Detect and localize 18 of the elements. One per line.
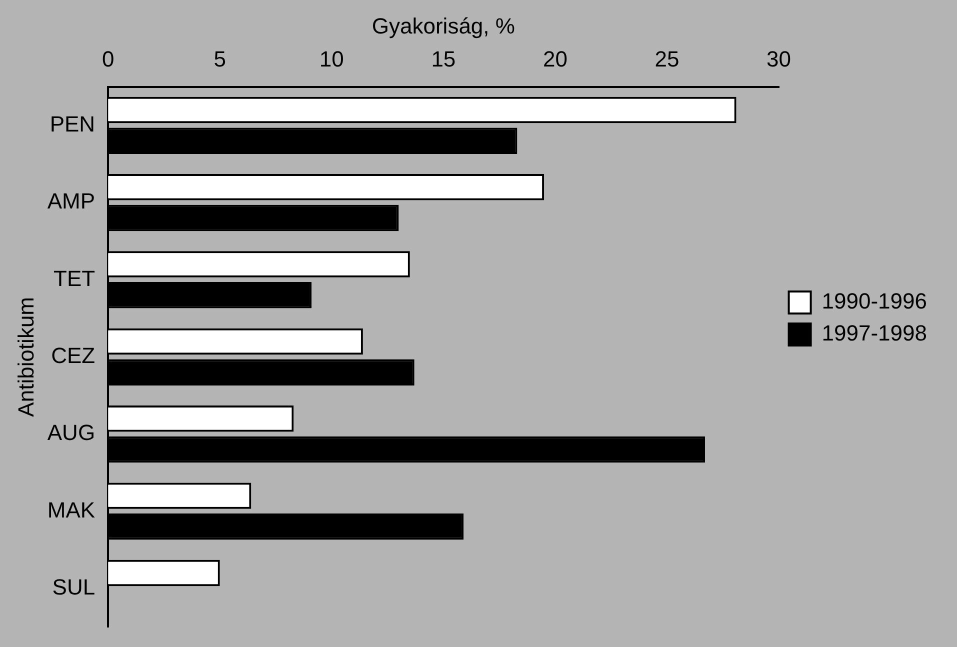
y-tick-label: AMP	[47, 188, 96, 214]
x-axis-title: Gyakoriság, %	[372, 13, 515, 38]
legend-label: 1990-1996	[822, 288, 928, 314]
y-tick-label: SUL	[52, 574, 96, 600]
y-tick-label: AUG	[47, 420, 96, 446]
y-axis-title: Antibiotikum	[13, 296, 38, 417]
x-tick-label: 10	[319, 46, 344, 72]
legend-label: 1997-1998	[822, 320, 928, 346]
y-tick-label: MAK	[47, 497, 96, 522]
x-tick-label: 20	[542, 46, 568, 72]
y-tick-label: CEZ	[51, 342, 96, 368]
x-tick-label: 5	[214, 46, 226, 72]
x-tick-label: 0	[102, 46, 114, 72]
y-tick-label: TET	[54, 266, 96, 291]
y-tick-label: PEN	[50, 111, 96, 136]
x-tick-label: 25	[654, 46, 680, 72]
x-tick-label: 30	[766, 46, 792, 72]
x-tick-label: 15	[431, 46, 456, 72]
